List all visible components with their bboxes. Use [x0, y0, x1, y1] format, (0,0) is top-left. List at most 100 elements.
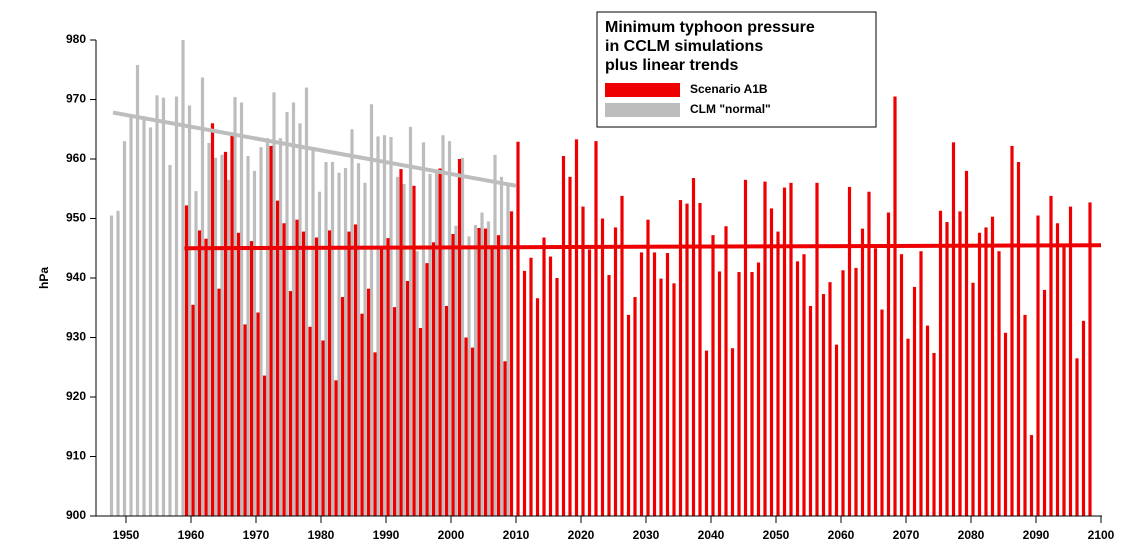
bar: [477, 228, 481, 516]
bar: [581, 206, 585, 516]
x-tick-label: 2080: [958, 528, 985, 542]
y-tick-label: 900: [66, 508, 86, 522]
bar: [473, 225, 478, 517]
bar: [161, 97, 166, 516]
bar: [321, 340, 325, 516]
bar: [782, 187, 787, 516]
legend-swatch: [605, 83, 680, 97]
bar: [301, 231, 306, 516]
bar: [324, 161, 328, 516]
bar: [314, 237, 319, 517]
bar: [373, 352, 377, 516]
bar: [434, 170, 439, 516]
bar: [737, 272, 741, 516]
plot: [109, 40, 1102, 517]
bar: [1029, 435, 1034, 516]
bar: [184, 205, 189, 516]
bar: [480, 212, 484, 517]
bar: [415, 251, 419, 516]
x-tick-label: 1960: [178, 528, 205, 542]
bar: [971, 282, 975, 516]
x-tick-label: 2010: [503, 528, 530, 542]
bar: [496, 235, 501, 516]
x-tick-label: 2090: [1023, 528, 1050, 542]
bar: [522, 270, 527, 516]
bar: [187, 105, 192, 516]
y-tick-label: 980: [66, 32, 86, 46]
bar: [425, 263, 429, 516]
bar: [659, 278, 663, 516]
bar: [620, 195, 624, 516]
bar: [418, 327, 423, 516]
bar: [304, 87, 309, 516]
bar: [542, 237, 546, 517]
bar: [951, 142, 956, 516]
bar: [363, 182, 367, 517]
bar: [447, 141, 452, 516]
bar: [366, 288, 371, 516]
bar: [977, 232, 982, 516]
bar: [789, 182, 793, 517]
bar: [467, 236, 471, 516]
bar: [122, 141, 127, 516]
bar: [265, 138, 270, 517]
bar: [587, 249, 592, 516]
bar: [256, 312, 260, 516]
bar: [402, 183, 406, 517]
bar: [613, 227, 618, 517]
bar: [181, 40, 185, 516]
bar: [239, 102, 244, 516]
bar: [561, 156, 566, 516]
bar: [1075, 358, 1079, 516]
bar: [204, 238, 208, 517]
y-tick-label: 950: [66, 211, 86, 225]
y-tick-label: 920: [66, 389, 86, 403]
bar: [493, 154, 497, 516]
bar: [665, 253, 670, 516]
bar: [249, 241, 254, 517]
bar: [639, 252, 644, 517]
bar: [945, 222, 949, 516]
y-axis-label: hPa: [37, 267, 51, 289]
bar: [873, 248, 878, 516]
bar: [441, 135, 445, 516]
bar: [486, 221, 491, 516]
bar: [529, 257, 533, 516]
bar: [815, 182, 819, 517]
legend-label: CLM "normal": [690, 102, 771, 116]
bar: [197, 230, 202, 516]
y-tick-label: 940: [66, 270, 86, 284]
bar: [311, 147, 315, 516]
x-tick-label: 2100: [1088, 528, 1115, 542]
bar: [288, 291, 293, 516]
bar: [802, 254, 806, 516]
bar: [912, 286, 917, 516]
bar: [353, 224, 358, 516]
bar: [503, 361, 507, 516]
x-tick-label: 2000: [438, 528, 465, 542]
bar: [389, 136, 393, 517]
bar: [343, 167, 348, 517]
bar: [298, 123, 302, 517]
bar: [1088, 202, 1092, 516]
bar: [109, 215, 114, 516]
bar: [919, 251, 923, 516]
bar: [756, 262, 761, 516]
bar: [769, 208, 774, 516]
x-tick-label: 2070: [893, 528, 920, 542]
bar: [243, 324, 247, 516]
bar: [1023, 314, 1027, 516]
bar: [454, 225, 458, 516]
bar: [808, 305, 813, 516]
bar: [1016, 161, 1021, 516]
bar: [490, 245, 494, 516]
bar: [236, 232, 241, 516]
x-tick-label: 2020: [568, 528, 595, 542]
bar: [743, 179, 748, 516]
bar: [470, 347, 475, 516]
bar: [174, 96, 179, 517]
bar: [886, 212, 891, 517]
bar: [646, 219, 650, 516]
bar: [334, 380, 338, 516]
